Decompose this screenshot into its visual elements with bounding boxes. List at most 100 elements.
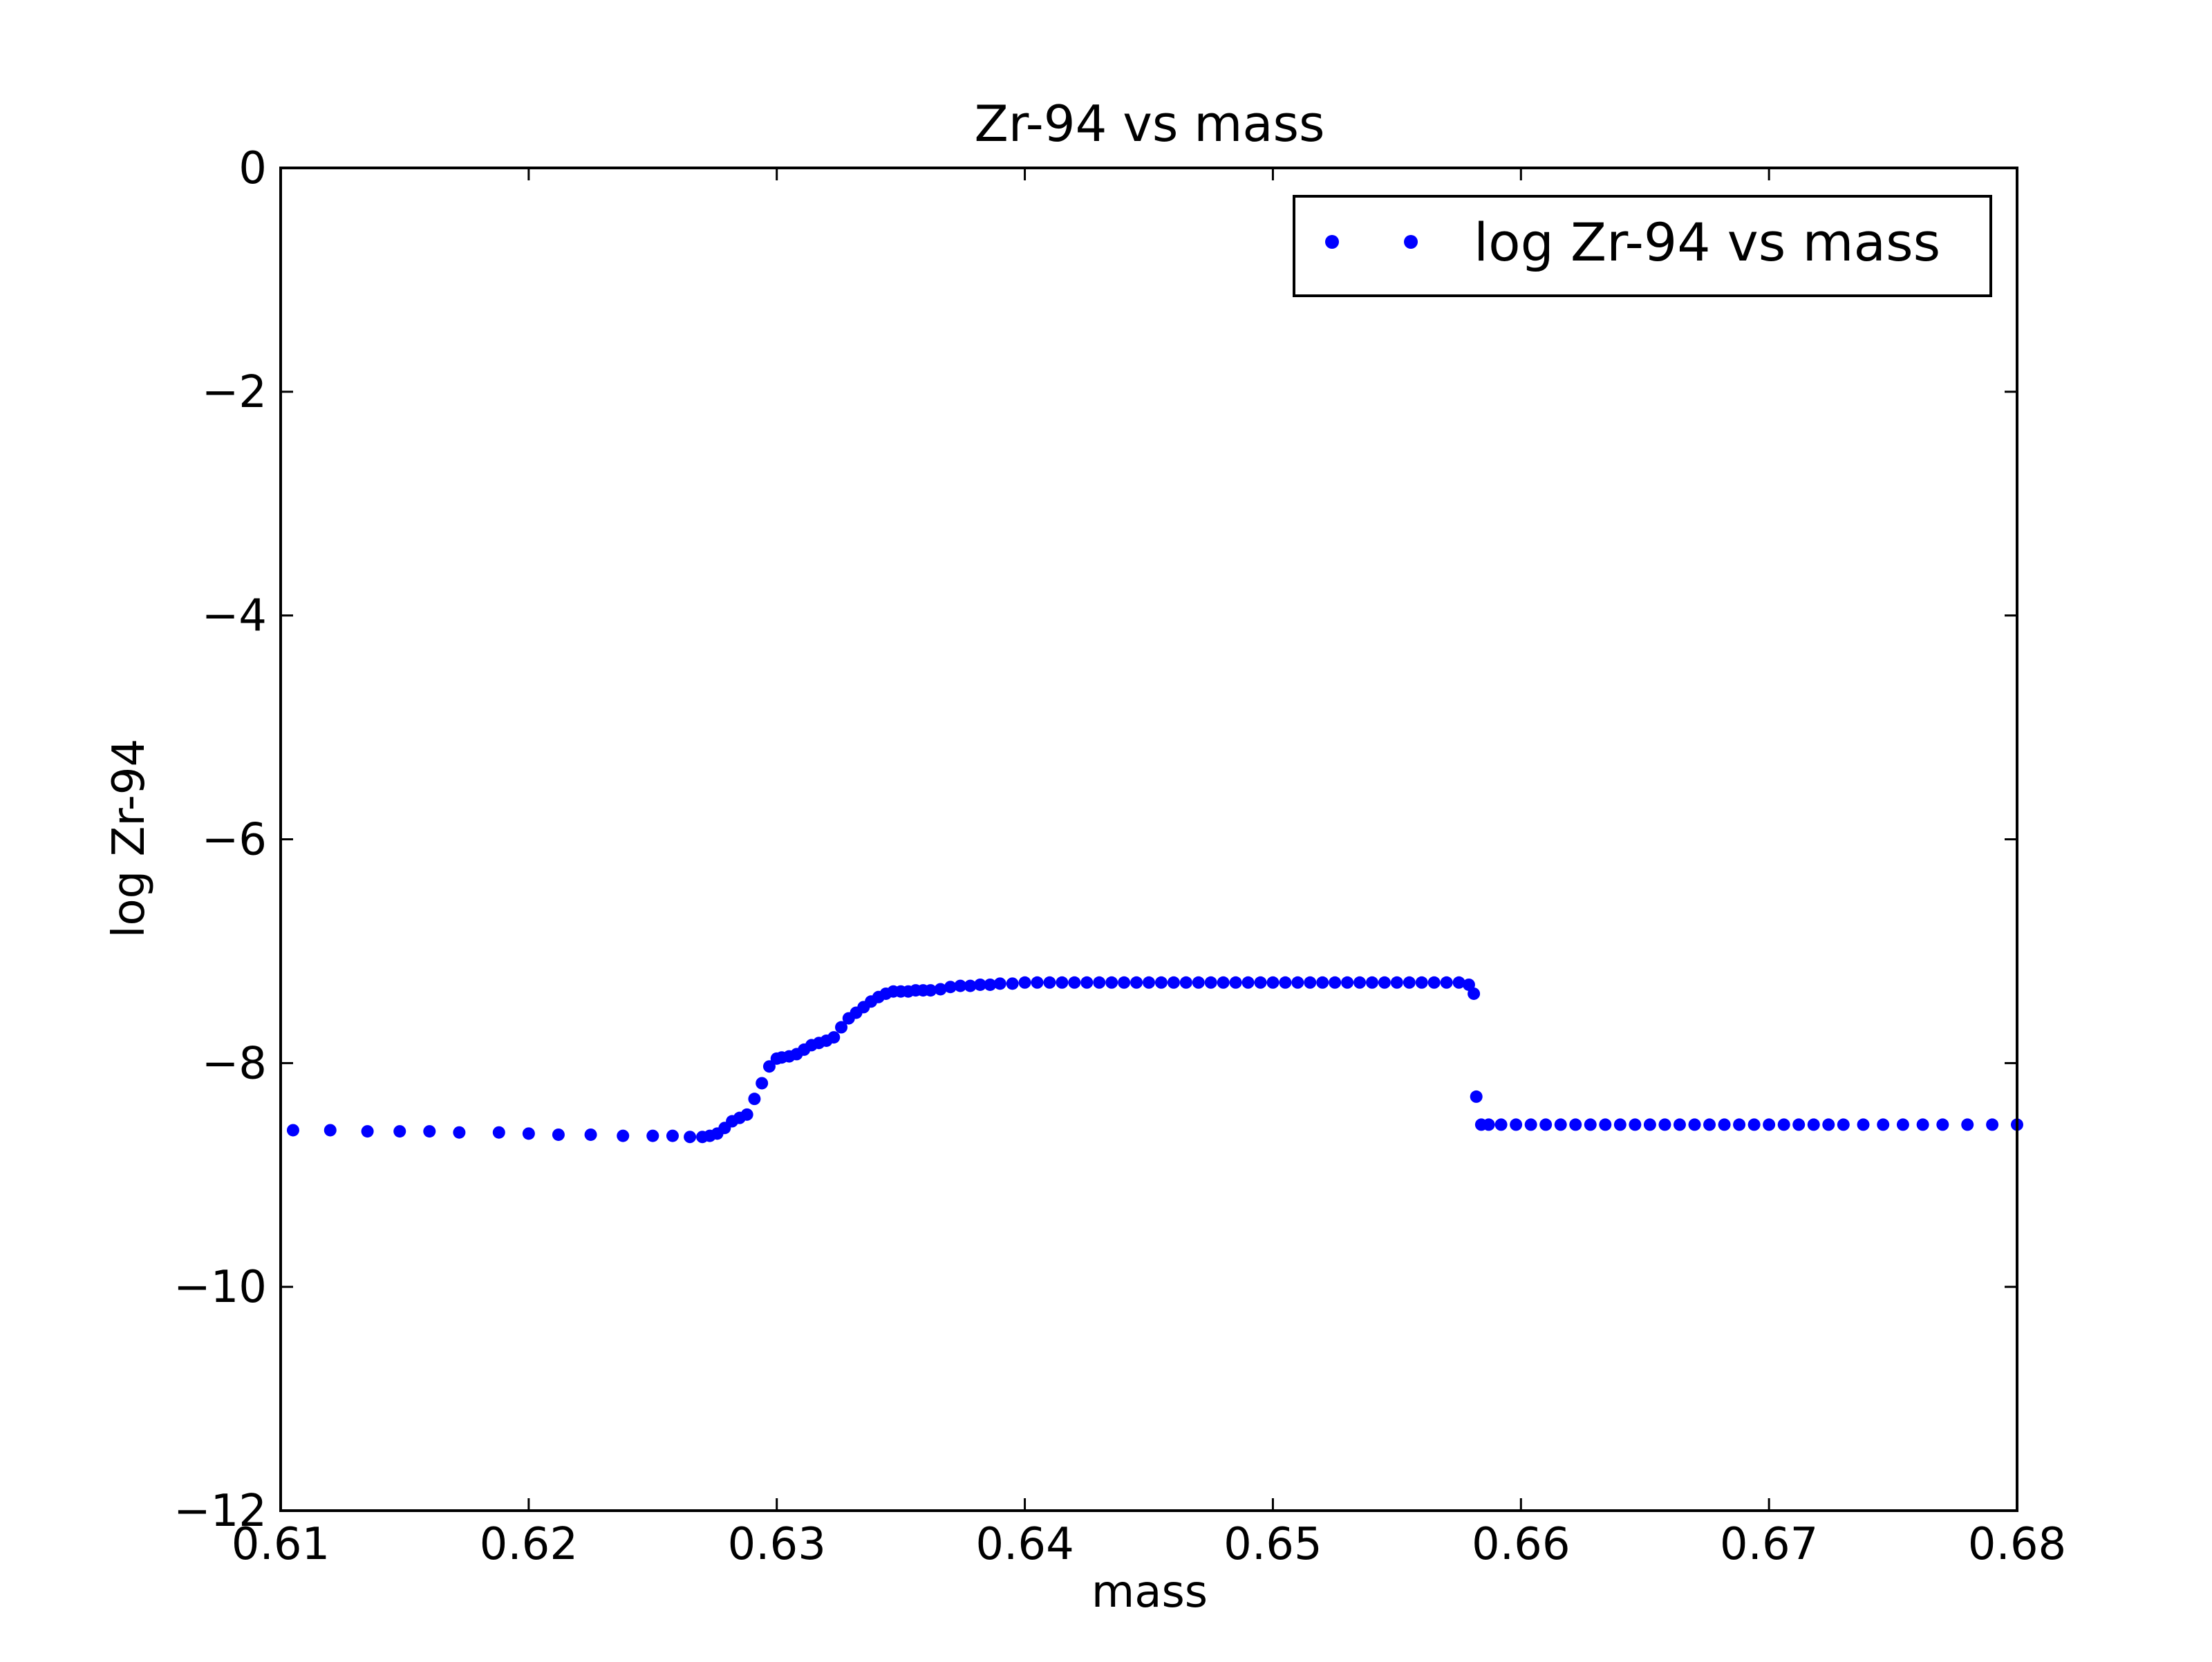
data-point [1599, 1118, 1612, 1131]
data-point [756, 1077, 769, 1090]
data-point [1093, 976, 1106, 989]
data-point [1403, 976, 1416, 989]
data-point [762, 1060, 776, 1073]
data-point [1524, 1118, 1537, 1131]
data-point [1539, 1118, 1553, 1131]
data-point [1777, 1118, 1790, 1131]
data-point [835, 1021, 848, 1034]
data-point [1316, 976, 1329, 989]
data-point [1390, 976, 1403, 989]
data-point [1192, 976, 1205, 989]
data-point [1807, 1118, 1820, 1131]
data-point [748, 1093, 761, 1106]
data-point [1629, 1118, 1642, 1131]
legend-marker [1325, 235, 1339, 249]
data-point [1341, 976, 1354, 989]
axis-ticks: 0.61 0.62 0.63 0.64 0.65 0.66 0.67 0.68 0 −2 −4 −6 −… [174, 143, 2066, 1570]
data-point [552, 1128, 565, 1141]
y-tick-label: −4 [202, 591, 267, 642]
x-tick-label: 0.64 [975, 1519, 1074, 1570]
data-point [1167, 976, 1180, 989]
x-tick-label: 0.67 [1720, 1519, 1819, 1570]
data-point [1006, 977, 1019, 990]
data-point [393, 1125, 406, 1138]
data-point [423, 1125, 436, 1138]
legend-marker [1404, 235, 1418, 249]
data-point [1415, 976, 1428, 989]
data-point [1718, 1118, 1731, 1131]
data-point [1916, 1118, 1929, 1131]
data-point [1130, 976, 1143, 989]
data-point [1510, 1118, 1523, 1131]
data-point [1353, 976, 1367, 989]
data-point [666, 1129, 679, 1142]
data-point [1673, 1118, 1686, 1131]
data-point [1304, 976, 1317, 989]
data-point [584, 1128, 597, 1141]
x-tick-label: 0.65 [1224, 1519, 1322, 1570]
data-point [1584, 1118, 1597, 1131]
data-point [684, 1131, 697, 1144]
chart-title: Zr-94 vs mass [974, 95, 1324, 153]
data-point [1056, 976, 1069, 989]
data-point [1857, 1118, 1870, 1131]
data-points [286, 976, 2023, 1144]
legend: log Zr-94 vs mass [1293, 195, 1992, 297]
data-point [1254, 976, 1267, 989]
x-axis-label: mass [1091, 1567, 1208, 1618]
x-tick-label: 0.61 [232, 1519, 330, 1570]
data-point [361, 1125, 374, 1138]
data-point [1747, 1118, 1761, 1131]
legend-label: log Zr-94 vs mass [1474, 211, 1940, 273]
data-point [1378, 976, 1391, 989]
data-point [1792, 1118, 1806, 1131]
data-point [1031, 976, 1044, 989]
data-point [1763, 1118, 1776, 1131]
y-tick-label: −10 [174, 1262, 267, 1313]
data-point [1154, 976, 1168, 989]
data-point [1143, 976, 1155, 989]
data-point [1118, 976, 1131, 989]
data-point [944, 981, 957, 994]
data-point [1452, 976, 1465, 989]
data-point [1241, 976, 1255, 989]
data-point [1688, 1118, 1701, 1131]
data-point [286, 1124, 299, 1137]
data-point [646, 1129, 659, 1142]
y-tick-label: −2 [202, 367, 267, 418]
data-point [984, 978, 997, 991]
data-point [1482, 1118, 1495, 1131]
data-point [934, 983, 947, 996]
data-point [1365, 976, 1378, 989]
data-point [1427, 976, 1441, 989]
data-point [1068, 976, 1081, 989]
data-point [973, 978, 986, 991]
data-point [617, 1129, 630, 1142]
x-tick-label: 0.68 [1968, 1519, 2067, 1570]
data-point [1643, 1118, 1656, 1131]
data-point [1936, 1118, 1949, 1131]
data-point [1554, 1118, 1567, 1131]
data-point [1494, 1118, 1508, 1131]
y-tick-label: 0 [238, 143, 267, 194]
x-tick-label: 0.66 [1472, 1519, 1571, 1570]
data-point [1291, 976, 1304, 989]
data-point [1217, 976, 1230, 989]
data-point [993, 977, 1006, 990]
data-point [324, 1124, 337, 1137]
data-point [924, 984, 937, 997]
data-point [522, 1127, 535, 1140]
data-point [1279, 976, 1292, 989]
data-point [1440, 976, 1453, 989]
y-axis-label: log Zr-94 [104, 739, 155, 938]
data-point [1658, 1118, 1671, 1131]
data-point [1877, 1118, 1890, 1131]
data-point [1179, 976, 1192, 989]
data-point [1229, 976, 1242, 989]
data-point [1470, 1090, 1483, 1103]
y-tick-label: −8 [202, 1038, 267, 1089]
data-point [1105, 976, 1118, 989]
data-point [1733, 1118, 1746, 1131]
data-point [1703, 1118, 1716, 1131]
